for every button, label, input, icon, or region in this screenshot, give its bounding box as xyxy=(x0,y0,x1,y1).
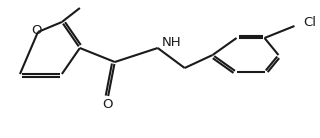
Text: O: O xyxy=(102,99,113,112)
Text: NH: NH xyxy=(162,35,181,48)
Text: O: O xyxy=(32,25,42,38)
Text: Cl: Cl xyxy=(303,17,316,30)
